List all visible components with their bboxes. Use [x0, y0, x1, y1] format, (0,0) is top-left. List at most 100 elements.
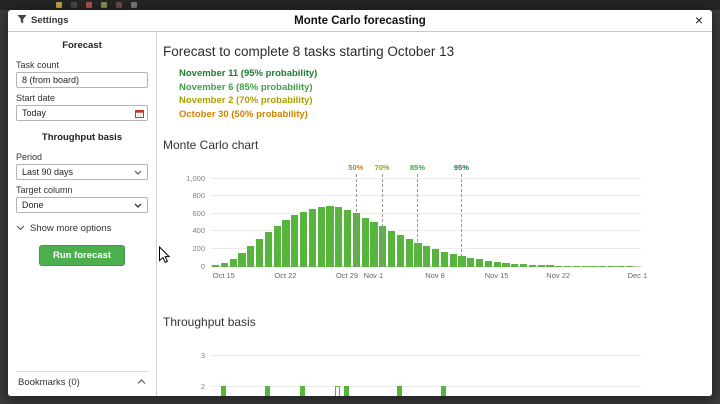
dialog-header: Settings Monte Carlo forecasting × — [8, 10, 712, 32]
forecast-results: November 11 (95% probability) November 6 … — [179, 68, 712, 120]
throughput-bar — [264, 385, 270, 396]
histogram-bar — [520, 264, 528, 267]
gridline — [211, 195, 641, 197]
histogram-bar — [396, 235, 404, 267]
show-more-options-label: Show more options — [30, 223, 112, 234]
browser-icon — [131, 2, 137, 8]
x-axis-tick-label: Oct 22 — [274, 270, 297, 280]
throughput-bar — [335, 385, 341, 396]
percentile-line — [382, 173, 384, 267]
histogram-bar — [528, 264, 536, 267]
start-date-input[interactable]: Today — [16, 105, 148, 121]
throughput-bar — [220, 385, 226, 396]
task-count-value: 8 (from board) — [22, 75, 80, 85]
histogram-bar — [388, 230, 396, 267]
settings-label: Settings — [31, 15, 69, 26]
forecast-result: November 6 (85% probability) — [179, 81, 313, 93]
gridline — [211, 385, 641, 387]
y-axis-tick-label: 2 — [200, 381, 205, 391]
dialog-body: Forecast Task count 8 (from board) Start… — [8, 32, 712, 396]
forecast-result: November 2 (70% probability) — [179, 95, 313, 106]
period-select[interactable]: Last 90 days — [16, 164, 148, 180]
browser-top-strip — [0, 0, 720, 10]
task-count-input[interactable]: 8 (from board) — [16, 72, 148, 88]
calendar-icon[interactable] — [135, 109, 144, 120]
histogram-bar — [370, 222, 378, 267]
x-axis-tick-label: Oct 29 — [335, 270, 359, 280]
histogram-bar — [273, 226, 281, 267]
histogram-bar — [564, 265, 572, 267]
period-label: Period — [16, 152, 43, 162]
histogram-bar — [467, 257, 475, 267]
percentile-line — [461, 173, 463, 267]
histogram-bar — [317, 206, 325, 267]
bookmarks-label: Bookmarks (0) — [18, 377, 80, 388]
percentile-line — [417, 173, 419, 267]
x-axis-tick-label: Nov 15 — [484, 270, 509, 280]
histogram-bar — [502, 262, 510, 267]
gridline — [211, 177, 641, 179]
settings-button[interactable]: Settings — [17, 10, 68, 31]
show-more-options-toggle[interactable]: Show more options — [16, 223, 148, 234]
histogram-bar — [423, 246, 431, 267]
y-axis-tick-label: 600 — [192, 208, 205, 218]
monte-carlo-chart-heading: Monte Carlo chart — [163, 137, 259, 152]
y-axis-tick-label: 800 — [192, 191, 205, 201]
histogram-bar — [432, 249, 440, 267]
y-axis-tick-label: 3 — [200, 350, 205, 360]
histogram-bar — [335, 207, 343, 267]
histogram-bar — [300, 211, 308, 267]
browser-icon — [71, 2, 77, 8]
forecast-result: November 11 (95% probability) — [179, 68, 318, 79]
histogram-bar — [256, 239, 264, 267]
histogram-bar — [405, 239, 413, 267]
histogram-bar — [511, 263, 519, 267]
dialog-title: Monte Carlo forecasting — [294, 14, 426, 27]
x-axis-tick-label: Nov 1 — [363, 270, 384, 280]
browser-icon — [56, 2, 62, 8]
histogram-bar — [291, 215, 299, 267]
close-icon[interactable]: × — [694, 12, 703, 28]
y-axis-tick-label: 400 — [192, 226, 205, 236]
bookmarks-toggle[interactable]: Bookmarks (0) — [16, 371, 148, 390]
throughput-bar — [300, 385, 305, 396]
chevron-up-icon — [137, 377, 146, 388]
histogram-bar — [616, 265, 624, 267]
histogram-bar — [440, 251, 448, 267]
gridline — [211, 230, 641, 232]
histogram-bar — [476, 259, 484, 267]
histogram-bar — [361, 217, 369, 267]
task-count-label: Task count — [16, 60, 60, 70]
target-column-select[interactable]: Done — [16, 197, 148, 213]
throughput-heading: Throughput basis — [163, 314, 256, 329]
throughput-bar — [396, 385, 402, 396]
histogram-bar — [599, 265, 607, 267]
x-axis-tick-label: Oct 15 — [212, 270, 235, 280]
forecast-section-header: Forecast — [62, 40, 102, 51]
percentile-line — [355, 173, 357, 267]
histogram-bar — [308, 208, 316, 267]
monte-carlo-plot: 0 200 400 600 800 1,000 50% 70% 85% 95% Oct 15 Oct … — [186, 163, 647, 280]
chevron-down-icon — [134, 167, 142, 177]
percentile-label: 50% — [348, 162, 364, 172]
percentile-label: 85% — [409, 162, 425, 172]
histogram-bar — [344, 209, 352, 267]
y-axis-tick-label: 200 — [192, 243, 205, 253]
histogram-bar — [212, 265, 220, 267]
histogram-bar — [581, 265, 589, 267]
chevron-down-icon — [16, 223, 25, 234]
start-date-label: Start date — [16, 93, 56, 103]
target-column-label: Target column — [16, 185, 73, 195]
histogram-bar — [326, 205, 334, 267]
browser-icon — [86, 2, 92, 8]
target-column-value: Done — [22, 200, 44, 210]
x-axis-tick-label: Nov 22 — [546, 270, 571, 280]
run-forecast-button[interactable]: Run forecast — [38, 245, 126, 266]
histogram-bar — [590, 265, 598, 267]
histogram-bar — [238, 253, 246, 267]
gridline — [211, 212, 641, 214]
histogram-bar — [220, 262, 228, 267]
percentile-label: 70% — [374, 162, 390, 172]
histogram-bar — [484, 260, 492, 267]
